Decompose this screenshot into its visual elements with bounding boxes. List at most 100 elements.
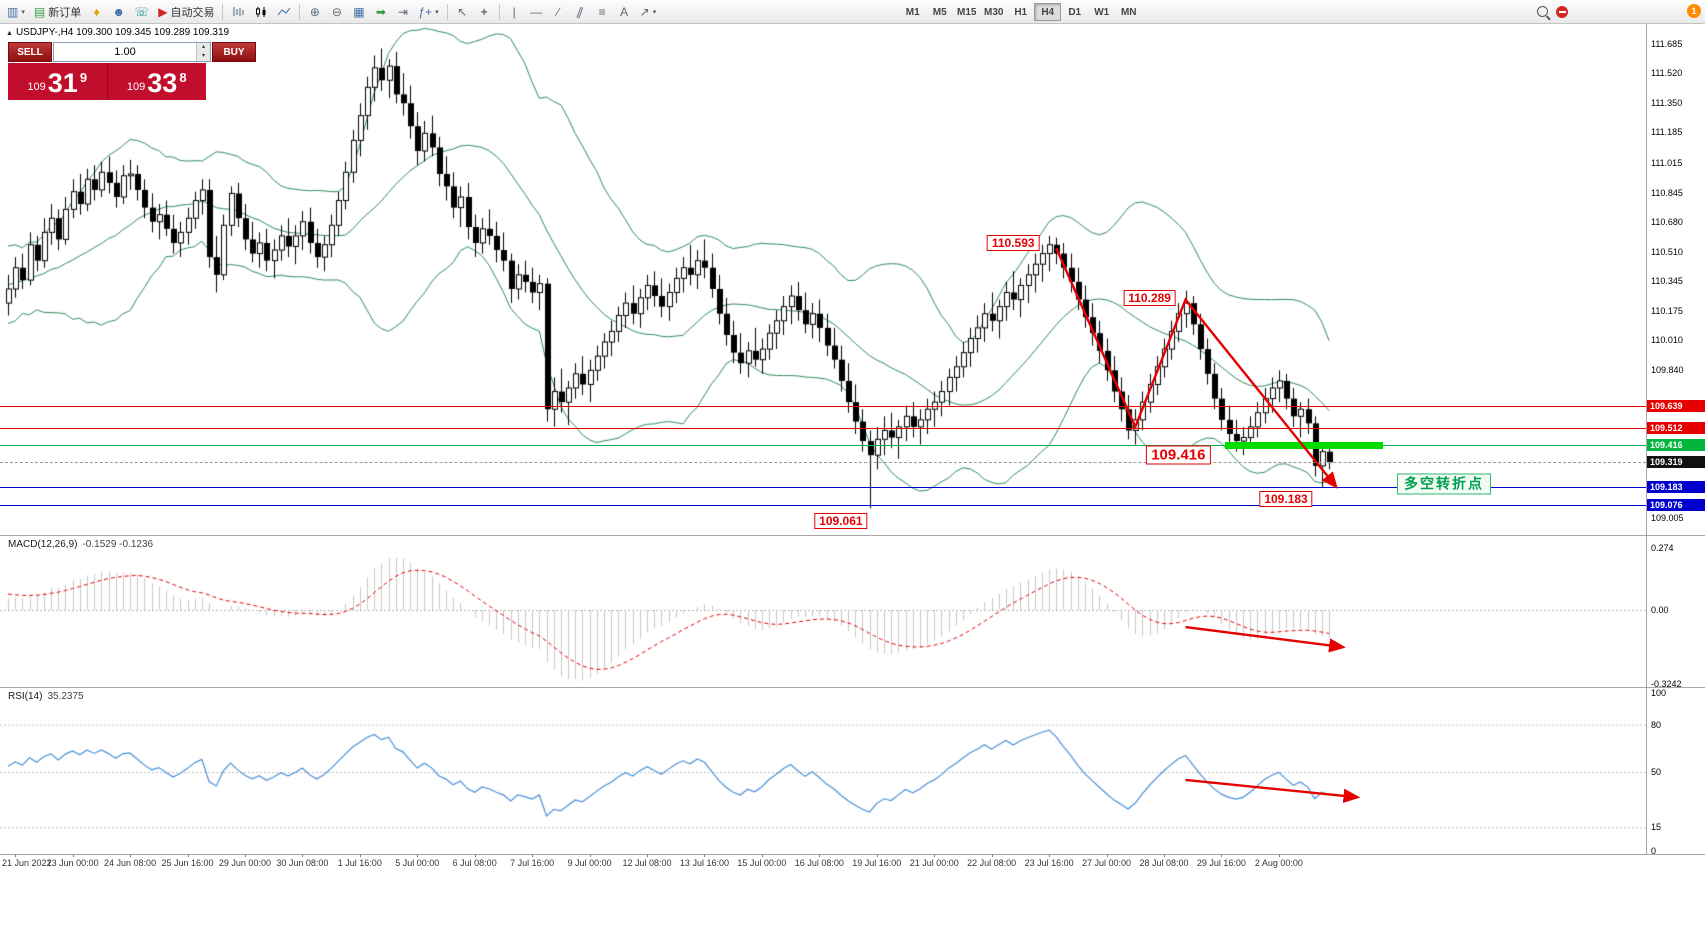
auto-trading-button[interactable]: ▶ 自动交易 (154, 2, 218, 22)
time-tick (417, 854, 419, 857)
arrows-button[interactable]: ↗ ▾ (636, 2, 661, 22)
buy-price-button[interactable]: 109 33 8 (107, 63, 206, 100)
time-tick (474, 854, 476, 857)
trendline-button[interactable]: ∕ (548, 2, 569, 22)
collapse-panel-arrow-icon[interactable]: ▲ (6, 30, 13, 37)
time-scale[interactable]: 21 Jun 2021 23 Jun 00:00 24 Jun 08:00 25 Ju… (0, 854, 1646, 874)
time-axis-label: 7 Jul 16:00 (510, 858, 555, 868)
candlestick-chart-button[interactable] (250, 2, 272, 22)
notification-badge[interactable]: 1 (1687, 4, 1701, 18)
zoom-in-button[interactable]: ⊕ (304, 2, 325, 22)
macd-axis-label: 0.274 (1651, 542, 1674, 553)
time-tick (15, 854, 17, 857)
timeframe-button-h4[interactable]: H4 (1034, 2, 1062, 21)
fibonacci-button[interactable]: ≡ (592, 2, 613, 22)
indicators-button[interactable]: ƒ+ ▾ (414, 2, 442, 22)
price-chart-canvas[interactable] (0, 0, 1646, 945)
cursor-icon: ↖ (457, 4, 468, 19)
search-icon[interactable] (1537, 6, 1548, 17)
alert-icon[interactable] (1556, 5, 1568, 18)
turning-point-note[interactable]: 多空转折点 (1397, 473, 1491, 494)
new-order-button[interactable]: ▤ 新订单 (30, 2, 85, 22)
time-tick (704, 854, 706, 857)
volume-stepper[interactable]: ▴▾ (53, 42, 211, 62)
candlestick-chart-icon (256, 6, 266, 17)
time-tick (72, 854, 74, 857)
bar-chart-button[interactable] (227, 2, 249, 22)
price-note-109-061[interactable]: 109.061 (814, 512, 868, 529)
time-tick (1163, 854, 1165, 857)
play-icon: ▶ (158, 4, 168, 19)
rsi-axis-label: 0 (1651, 846, 1657, 856)
chart-shift-button[interactable]: ⇥ (392, 2, 413, 22)
new-chart-button[interactable]: ▥ ▾ (3, 2, 29, 22)
support-button[interactable]: ☏ (130, 2, 153, 22)
timeframe-button-m15[interactable]: M15 (953, 3, 980, 21)
time-tick (1278, 854, 1280, 857)
time-axis-label: 16 Jul 08:00 (794, 858, 844, 868)
timeframe-button-mn[interactable]: MN (1115, 3, 1142, 21)
macd-axis-label: 0.00 (1651, 605, 1669, 615)
crosshair-icon: + (480, 4, 488, 19)
tile-windows-button[interactable]: ▦ (348, 2, 369, 22)
rsi-axis-label: 50 (1651, 767, 1662, 777)
price-note-109-416[interactable]: 109.416 (1146, 445, 1211, 465)
price-axis-label: 111.350 (1651, 98, 1683, 109)
sell-button[interactable]: SELL (8, 42, 52, 62)
price-axis-label: 110.845 (1651, 187, 1683, 198)
time-tick (1221, 854, 1223, 857)
new-chart-icon: ▥ (7, 4, 19, 19)
timeframe-button-m1[interactable]: M1 (899, 3, 926, 21)
timeframe-button-w1[interactable]: W1 (1088, 3, 1115, 21)
bar-chart-icon (233, 6, 244, 16)
toolbar-separator (299, 3, 301, 20)
zoom-out-icon: ⊖ (331, 4, 342, 19)
price-axis-label: 110.175 (1651, 306, 1683, 317)
text-button[interactable]: A (614, 2, 635, 22)
price-tag-109.183: 109.183 (1647, 480, 1705, 493)
price-divider (106, 63, 108, 100)
panel-separator[interactable] (0, 687, 1705, 688)
price-axis-label: 111.015 (1651, 157, 1683, 168)
timeframe-button-m5[interactable]: M5 (926, 3, 953, 21)
time-tick (187, 854, 189, 857)
timeframe-button-m30[interactable]: M30 (980, 3, 1007, 21)
price-note-110-289[interactable]: 110.289 (1123, 289, 1176, 306)
sell-price-sup: 9 (79, 70, 88, 85)
toolbar-right-group (1537, 5, 1568, 18)
time-axis-label: 15 Jul 00:00 (737, 858, 787, 868)
price-scale-border (1646, 24, 1647, 854)
zoom-out-button[interactable]: ⊖ (326, 2, 347, 22)
line-chart-button[interactable] (273, 2, 295, 22)
auto-scroll-button[interactable]: ➡ (370, 2, 391, 22)
line-chart-icon (278, 7, 291, 15)
volume-increase-button[interactable]: ▴ (201, 44, 205, 50)
chart-ohlc-info: ▲ USDJPY-,H4 109.300 109.345 109.289 109.… (6, 27, 229, 38)
diamond-icon: ♦ (93, 4, 100, 19)
rsi-axis-label: 80 (1651, 719, 1662, 730)
vertical-line-button[interactable]: | (504, 2, 525, 22)
timeframe-button-h1[interactable]: H1 (1007, 3, 1034, 21)
price-note-110-593[interactable]: 110.593 (986, 234, 1040, 251)
horizontal-line-button[interactable]: — (526, 2, 547, 22)
crosshair-button[interactable]: + (474, 2, 495, 22)
volume-decrease-button[interactable]: ▾ (201, 53, 205, 59)
sell-price-button[interactable]: 109 31 9 (8, 63, 107, 100)
contacts-button[interactable]: ☻ (108, 2, 129, 22)
rsi-value: 35.2375 (47, 691, 84, 702)
timeframe-button-d1[interactable]: D1 (1061, 3, 1088, 21)
sell-price-prefix: 109 (27, 81, 46, 93)
panel-separator[interactable] (0, 535, 1705, 536)
price-note-109-183[interactable]: 109.183 (1259, 490, 1313, 507)
channel-button[interactable]: ∥ (570, 2, 591, 22)
buy-button[interactable]: BUY (212, 42, 256, 62)
time-axis-label: 28 Jul 08:00 (1139, 858, 1189, 868)
panel-separator (0, 854, 1705, 855)
cursor-button[interactable]: ↖ (452, 2, 473, 22)
volume-input[interactable] (54, 43, 196, 61)
price-scale[interactable]: 111.685 111.520 111.350 111.185 111.015 110.8… (1647, 24, 1705, 856)
price-axis-label: 110.680 (1651, 216, 1683, 227)
chart-shift-icon: ⇥ (397, 4, 408, 19)
community-button[interactable]: ♦ (86, 2, 107, 22)
